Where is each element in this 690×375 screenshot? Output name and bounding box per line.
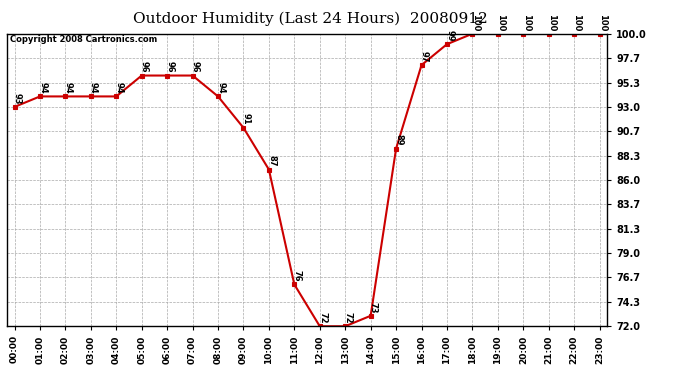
Text: 100: 100 [522,13,531,31]
Text: 89: 89 [395,134,404,146]
Text: 94: 94 [89,82,98,94]
Text: 94: 94 [38,82,47,94]
Text: 100: 100 [598,13,607,31]
Text: 100: 100 [496,13,505,31]
Text: 100: 100 [547,13,556,31]
Text: 76: 76 [293,270,302,282]
Text: 96: 96 [140,61,149,73]
Text: 99: 99 [445,30,454,41]
Text: 96: 96 [166,61,175,73]
Text: 94: 94 [115,82,124,94]
Text: 93: 93 [13,93,22,104]
Text: 72: 72 [344,312,353,324]
Text: Outdoor Humidity (Last 24 Hours)  20080912: Outdoor Humidity (Last 24 Hours) 2008091… [133,11,488,26]
Text: 100: 100 [471,13,480,31]
Text: 94: 94 [216,82,226,94]
Text: 72: 72 [318,312,327,324]
Text: 91: 91 [241,113,250,125]
Text: 96: 96 [191,61,200,73]
Text: 94: 94 [63,82,72,94]
Text: Copyright 2008 Cartronics.com: Copyright 2008 Cartronics.com [10,35,157,44]
Text: 100: 100 [573,13,582,31]
Text: 73: 73 [369,302,378,313]
Text: 97: 97 [420,51,428,62]
Text: 87: 87 [267,155,276,167]
